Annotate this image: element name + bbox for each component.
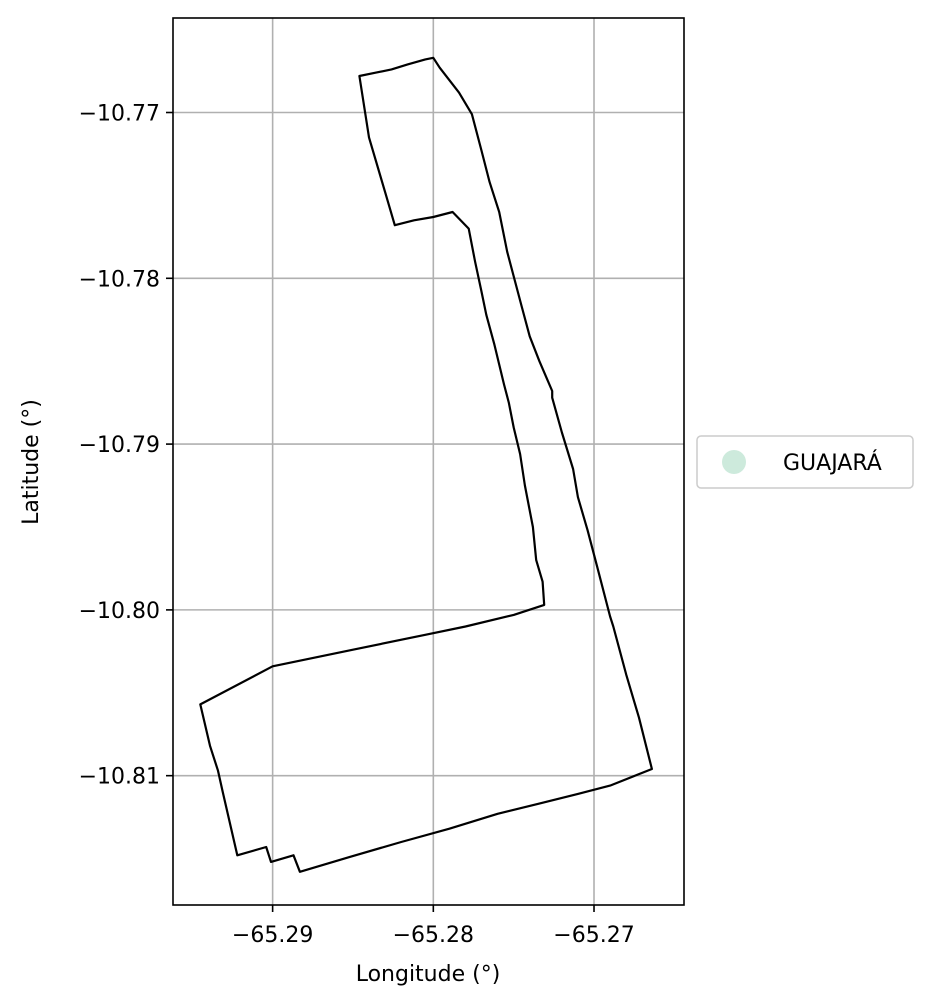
x-tick-label: −65.29 xyxy=(232,923,313,948)
legend-frame xyxy=(696,435,914,489)
y-tick-label: −10.78 xyxy=(79,267,160,292)
axis-ticks: −65.29 −65.28 −65.27 −10.77 −10.78 −10.79 −10.… xyxy=(79,102,635,948)
boundary-polygon xyxy=(199,56,654,873)
y-axis-label: Latitude (°) xyxy=(19,399,44,525)
y-tick-label: −10.77 xyxy=(79,102,160,127)
legend: GUAJARÁ xyxy=(696,435,914,489)
legend-label-guajara: GUAJARÁ xyxy=(783,450,882,476)
y-tick-label: −10.80 xyxy=(79,599,160,624)
grid-lines xyxy=(173,18,684,905)
municipality-boundary xyxy=(199,56,654,873)
legend-marker-guajara xyxy=(722,450,746,474)
y-tick-label: −10.79 xyxy=(79,433,160,458)
x-axis-label: Longitude (°) xyxy=(356,962,501,987)
axes-frame xyxy=(172,17,685,906)
x-tick-label: −65.27 xyxy=(553,923,634,948)
y-tick-label: −10.81 xyxy=(79,765,160,790)
x-tick-label: −65.28 xyxy=(393,923,474,948)
